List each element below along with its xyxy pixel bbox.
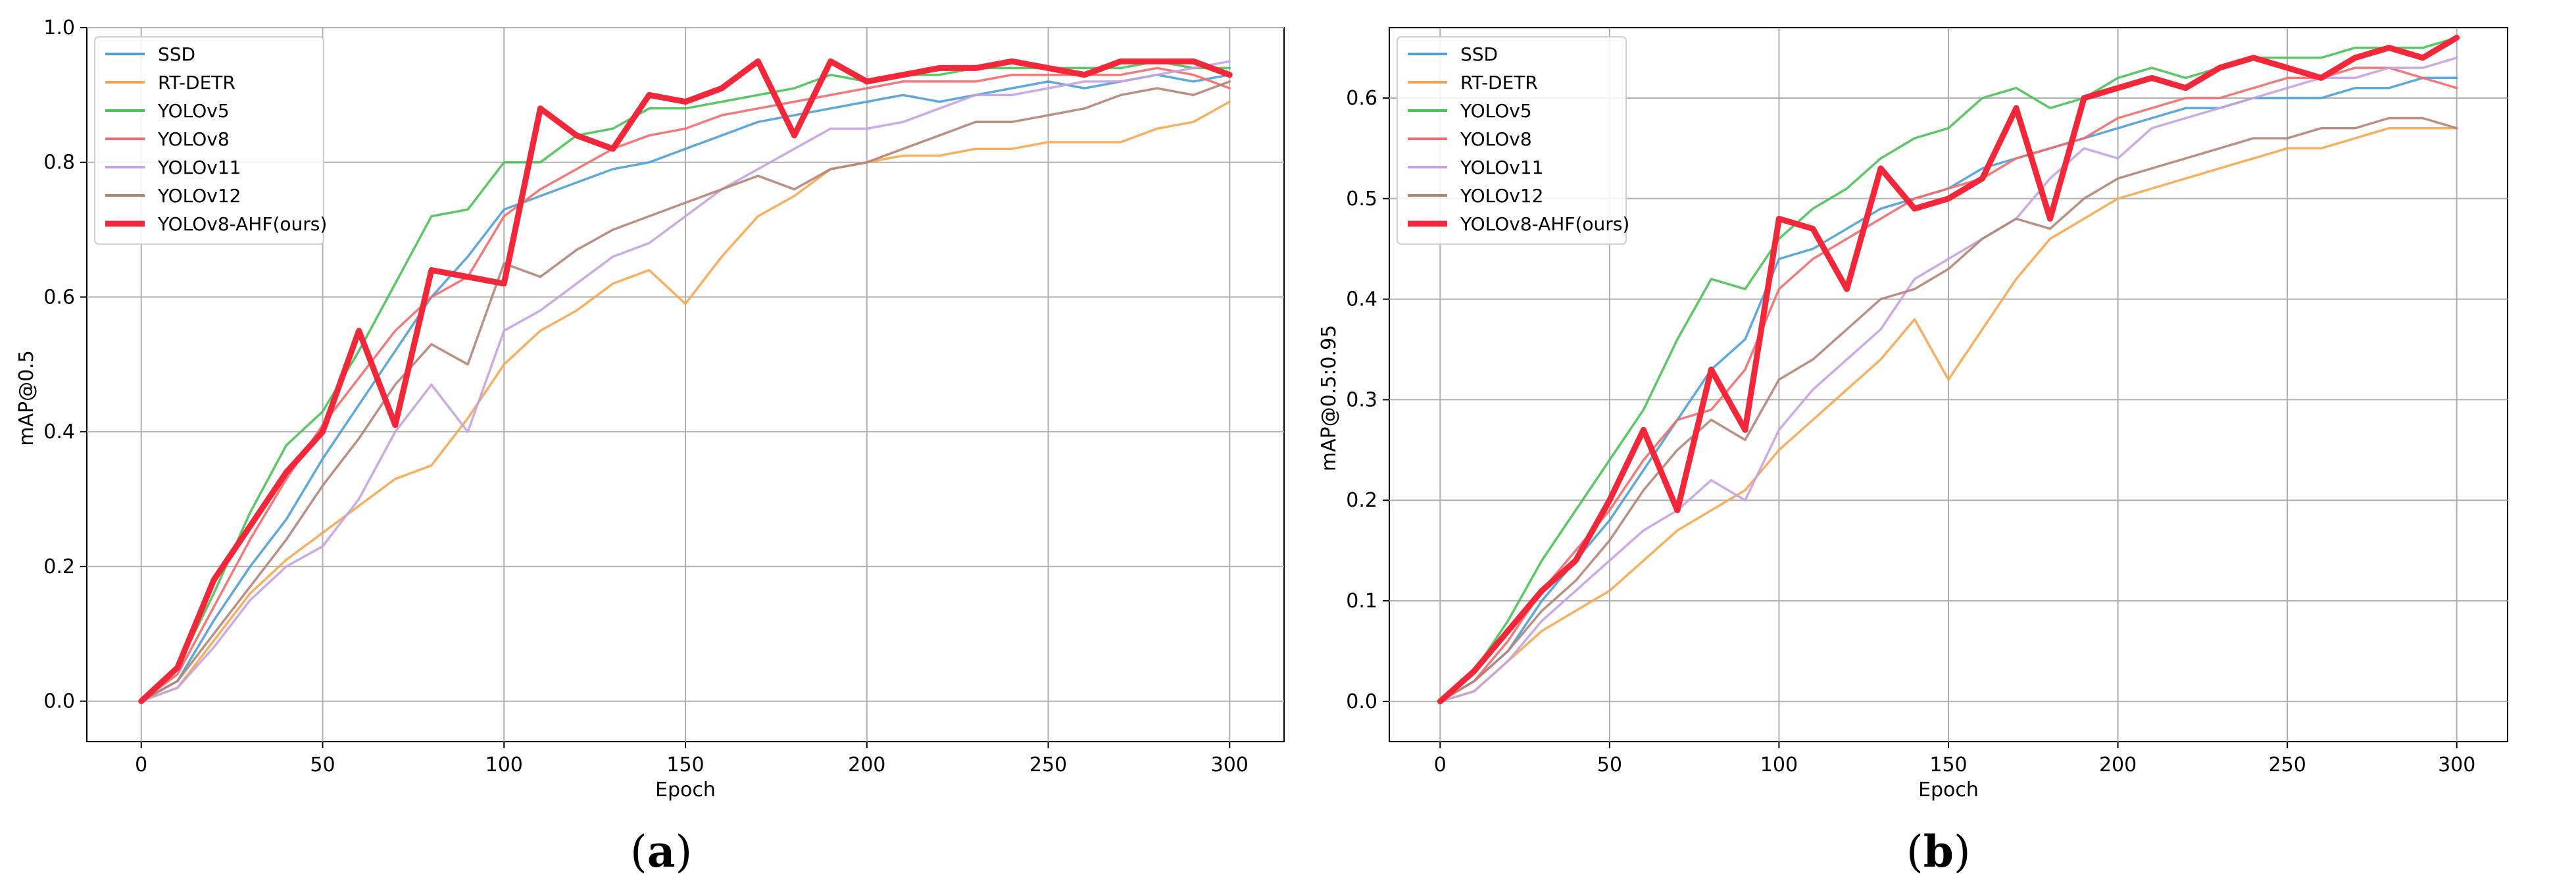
chart-a-line-yolov12 — [139, 80, 1231, 703]
chart-b-legend-label: YOLOv5 — [1460, 100, 1532, 122]
chart-a-xtick-label: 300 — [1211, 753, 1249, 776]
chart-a-ytick-label: 0.0 — [43, 690, 75, 713]
chart-a-line-yolov11 — [139, 60, 1231, 703]
chart-b-legend-box — [1397, 36, 1627, 245]
chart-a-ticks: 0 50 100 150 200 250 300 0.0 0.2 0.4 0.6 0.8 1.0 — [43, 16, 1249, 776]
chart-b-line-yolov8-ahf-ours — [1437, 34, 2460, 705]
caption-b: (b) — [1906, 826, 1971, 877]
chart-b-xtick-label: 200 — [2099, 753, 2137, 776]
chart-b-line-yolov5 — [1439, 36, 2458, 703]
chart-a-legend-label: YOLOv8 — [157, 128, 230, 150]
chart-a-ytick-label: 0.4 — [43, 420, 75, 444]
chart-b-legend-label: SSD — [1460, 43, 1498, 65]
chart-a-xtick-label: 250 — [1029, 753, 1067, 776]
chart-a-xtick-label: 0 — [135, 753, 147, 776]
chart-b-legend-label: YOLOv11 — [1460, 157, 1543, 178]
chart-a-ylabel: mAP@0.5 — [15, 350, 38, 446]
chart-b-ytick-label: 0.3 — [1346, 388, 1377, 411]
chart-a-legend-box — [94, 36, 324, 245]
chart-b-xtick-label: 0 — [1434, 753, 1447, 776]
chart-b-legend-label: YOLOv8-AHF(ours) — [1460, 213, 1629, 235]
chart-b-series — [1437, 34, 2460, 705]
chart-b-ytick-label: 0.4 — [1346, 288, 1377, 311]
chart-a-legend-label: YOLOv12 — [157, 185, 241, 207]
chart-a-legend-label: YOLOv8-AHF(ours) — [157, 213, 327, 235]
caption-a-letter: a — [647, 826, 676, 877]
chart-b-ticks: 0 50 100 150 200 250 300 0.0 0.1 0.2 0.3 0.4 0.5 0.6 — [1346, 87, 2475, 776]
chart-b-legend-label: RT-DETR — [1460, 72, 1538, 93]
chart-b-ytick-label: 0.1 — [1346, 590, 1377, 613]
chart-b-xtick-label: 50 — [1597, 753, 1622, 776]
chart-b-ytick-label: 0.6 — [1346, 87, 1377, 110]
chart-b-legend-entries: SSD RT-DETR YOLOv5 YOLOv8 YOLOv11 YOLOv12 YOLO… — [1408, 43, 1629, 235]
chart-a-ytick-label: 0.6 — [43, 286, 75, 309]
chart-a-ytick-label: 0.2 — [43, 555, 75, 578]
chart-b-ytick-label: 0.2 — [1346, 489, 1377, 512]
chart-b-xtick-label: 150 — [1929, 753, 1967, 776]
chart-a-legend: SSD RT-DETR YOLOv5 YOLOv8 YOLOv11 YOLOv12 YOLO… — [94, 36, 327, 245]
chart-a-xtick-label: 50 — [310, 753, 335, 776]
chart-a: 0 50 100 150 200 250 300 0.0 0.2 0.4 0.6 0.8 1.0 Epo… — [15, 16, 1285, 802]
chart-a-series — [138, 58, 1233, 705]
chart-b-line-yolov12 — [1439, 116, 2458, 703]
chart-b-line-rt-detr — [1439, 127, 2458, 703]
chart-b-legend-label: YOLOv12 — [1460, 185, 1543, 207]
chart-a-legend-label: YOLOv11 — [157, 157, 241, 178]
chart-b-ytick-label: 0.0 — [1346, 690, 1377, 713]
chart-a-line-yolov8-ahf-ours — [138, 58, 1233, 705]
chart-a-xtick-label: 150 — [666, 753, 704, 776]
chart-a-legend-label: SSD — [158, 43, 195, 65]
chart-b-xtick-label: 100 — [1760, 753, 1798, 776]
chart-a-ytick-label: 1.0 — [43, 16, 75, 39]
chart-a-line-rt-detr — [139, 100, 1231, 703]
chart-a-legend-label: RT-DETR — [158, 72, 235, 93]
chart-b-ytick-label: 0.5 — [1346, 188, 1377, 211]
chart-a-legend-entries: SSD RT-DETR YOLOv5 YOLOv8 YOLOv11 YOLOv12 YOLO… — [105, 43, 327, 235]
chart-a-xlabel: Epoch — [655, 778, 716, 802]
chart-a-legend-label: YOLOv5 — [157, 100, 230, 122]
chart-b-ylabel: mAP@0.5:0.95 — [1318, 325, 1341, 471]
chart-b-legend: SSD RT-DETR YOLOv5 YOLOv8 YOLOv11 YOLOv12 YOLO… — [1397, 36, 1629, 245]
chart-a-xtick-label: 200 — [848, 753, 885, 776]
chart-a-xtick-label: 100 — [485, 753, 523, 776]
chart-a-ytick-label: 0.8 — [43, 151, 75, 174]
chart-b-xtick-label: 300 — [2438, 753, 2475, 776]
chart-b-xlabel: Epoch — [1918, 778, 1979, 802]
chart-b-line-yolov11 — [1439, 57, 2458, 703]
chart-b-xtick-label: 250 — [2269, 753, 2306, 776]
caption-a: (a) — [630, 826, 693, 877]
chart-b-line-yolov8 — [1439, 66, 2458, 703]
chart-b: 0 50 100 150 200 250 3000.00.10.20.30.40.50.6 … — [1318, 27, 2508, 802]
caption-b-letter: b — [1923, 826, 1954, 877]
chart-a-line-ssd — [139, 73, 1231, 703]
chart-b-legend-label: YOLOv8 — [1460, 128, 1532, 150]
